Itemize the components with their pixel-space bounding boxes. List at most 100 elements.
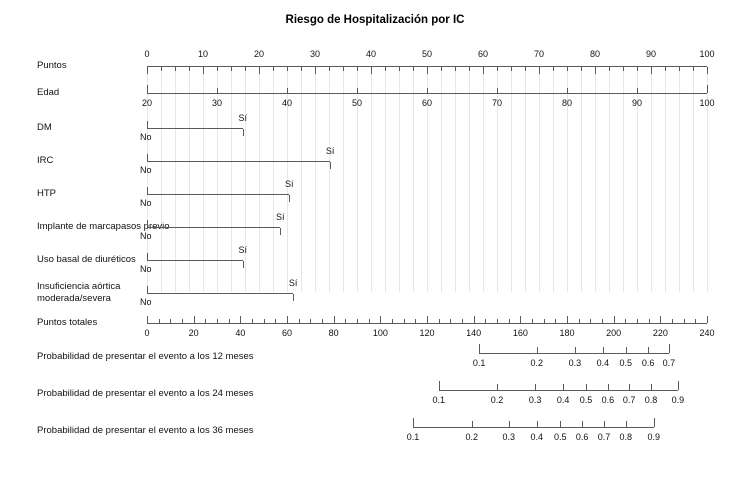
- minor-tick-mark: [161, 67, 162, 71]
- minor-tick-mark: [695, 319, 697, 323]
- tick-mark: [595, 67, 596, 74]
- row-label-prob-24m: Probabilidad de presentar el evento a lo…: [37, 388, 254, 399]
- yes-label: Sí: [284, 179, 294, 189]
- minor-tick-mark: [170, 319, 172, 323]
- tick-mark: [147, 67, 148, 74]
- tick-label: 120: [419, 328, 435, 338]
- gridline: [413, 66, 414, 292]
- minor-tick-mark: [385, 67, 386, 71]
- gridline: [707, 66, 708, 292]
- tick-mark: [613, 316, 615, 323]
- tick-label: 160: [512, 328, 528, 338]
- minor-tick-mark: [438, 319, 440, 323]
- gridline: [483, 66, 484, 292]
- gridline: [217, 66, 218, 292]
- minor-tick-mark: [623, 67, 624, 71]
- minor-tick-mark: [345, 319, 347, 323]
- tick-label: 40: [235, 328, 246, 338]
- tick-label: 50: [351, 98, 362, 108]
- tick-mark: [259, 67, 260, 74]
- gridline: [371, 66, 372, 292]
- tick-label: 240: [699, 328, 715, 338]
- gridline: [315, 66, 316, 292]
- minor-tick-mark: [578, 319, 580, 323]
- gridline: [203, 66, 204, 292]
- gridline: [329, 66, 330, 292]
- tick-mark: [413, 418, 414, 427]
- gridline: [427, 66, 428, 292]
- axis-line-edad: [147, 93, 707, 94]
- minor-tick-mark: [455, 67, 456, 71]
- tick-mark: [287, 88, 288, 93]
- gridline: [301, 66, 302, 292]
- tick-label: 40: [281, 98, 292, 108]
- tick-mark: [427, 67, 428, 74]
- tick-label: 0.7: [662, 358, 676, 368]
- minor-tick-mark: [301, 67, 302, 71]
- row-label-diureticos: Uso basal de diuréticos: [37, 254, 136, 265]
- tick-mark: [483, 67, 484, 74]
- tick-label: 40: [365, 49, 376, 59]
- tick-label: 0.1: [432, 395, 445, 405]
- tick-mark: [147, 187, 148, 194]
- row-label-htp: HTP: [37, 188, 56, 199]
- row-label-edad: Edad: [37, 87, 60, 98]
- tick-mark: [371, 67, 372, 74]
- tick-mark: [333, 316, 335, 323]
- tick-label: 0: [144, 328, 150, 338]
- minor-tick-mark: [665, 67, 666, 71]
- minor-tick-mark: [553, 67, 554, 71]
- tick-label: 70: [491, 98, 502, 108]
- tick-label: 90: [631, 98, 642, 108]
- axis-line-prob-24m: [438, 390, 678, 391]
- minor-tick-mark: [252, 319, 253, 323]
- tick-label: 80: [561, 98, 572, 108]
- minor-tick-mark: [298, 319, 300, 323]
- minor-tick-mark: [508, 319, 510, 323]
- tick-mark: [668, 344, 670, 353]
- tick-mark: [560, 421, 562, 427]
- minor-tick-mark: [601, 319, 603, 323]
- tick-label: 0.3: [568, 358, 582, 368]
- tick-mark: [651, 67, 652, 74]
- minor-tick-mark: [343, 67, 344, 71]
- tick-mark: [637, 88, 638, 93]
- tick-mark: [242, 261, 244, 268]
- minor-tick-mark: [679, 67, 680, 71]
- gridline: [147, 66, 148, 292]
- tick-label: 30: [309, 49, 320, 59]
- tick-mark: [603, 421, 605, 427]
- gridline: [525, 66, 526, 292]
- axis-line-marcapasos: [147, 227, 281, 228]
- tick-mark: [567, 316, 568, 323]
- tick-mark: [242, 129, 244, 136]
- tick-mark: [280, 228, 282, 235]
- minor-tick-mark: [415, 319, 417, 323]
- minor-tick-mark: [368, 319, 370, 323]
- tick-mark: [479, 344, 481, 353]
- tick-label: 0.1: [472, 358, 486, 368]
- tick-label: 100: [699, 49, 715, 59]
- tick-label: 0.6: [601, 395, 615, 405]
- row-label-puntos-totales: Puntos totales: [37, 317, 98, 328]
- tick-mark: [536, 421, 538, 427]
- tick-label: 0.7: [622, 395, 636, 405]
- yes-label: Sí: [238, 113, 247, 123]
- minor-tick-mark: [469, 67, 470, 71]
- tick-mark: [240, 316, 242, 323]
- tick-mark: [147, 220, 148, 227]
- gridline: [455, 66, 456, 292]
- gridline: [469, 66, 470, 292]
- tick-label: 140: [466, 328, 482, 338]
- tick-label: 50: [421, 49, 432, 59]
- tick-label: 0.2: [530, 358, 543, 368]
- minor-tick-mark: [245, 67, 246, 71]
- tick-label: 20: [141, 98, 152, 108]
- tick-label: 100: [372, 328, 388, 338]
- tick-mark: [193, 316, 195, 323]
- minor-tick-mark: [648, 319, 650, 323]
- tick-label: 0.8: [644, 395, 658, 405]
- tick-label: 60: [421, 98, 432, 108]
- axis-line-prob-12m: [479, 353, 669, 354]
